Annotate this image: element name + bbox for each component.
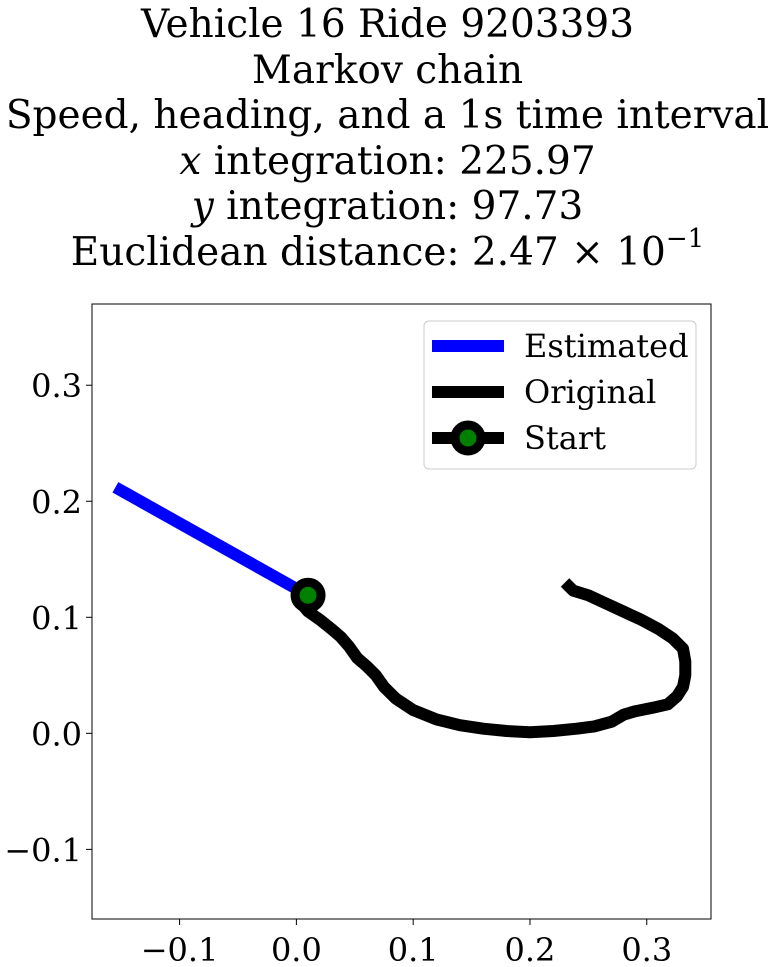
y-tick-label: 0.1 (31, 599, 82, 637)
legend-label-original: Original (524, 373, 656, 411)
legend-label-start: Start (524, 419, 606, 457)
title-line-x-integration: x integration: 225.97 (0, 139, 775, 185)
x-tick-label: 0.1 (388, 931, 439, 967)
y-tick-label: 0.2 (31, 483, 82, 521)
chart-title: Vehicle 16 Ride 9203393 Markov chain Spe… (0, 2, 775, 275)
x-tick-label: −0.1 (141, 931, 219, 967)
legend-label-estimated: Estimated (524, 327, 689, 365)
x-tick-label: 0.0 (271, 931, 322, 967)
title-line-method: Markov chain (251, 47, 524, 93)
start-point-marker (290, 577, 326, 613)
axis-ticks: −0.1 0.0 0.1 0.2 0.3 −0.1 0.0 0.1 0.2 0.3 (4, 367, 672, 967)
y-tick-label: −0.1 (4, 831, 82, 869)
title-line-y-integration: y integration: 97.73 (0, 184, 775, 230)
x-tick-label: 0.2 (505, 931, 556, 967)
x-variable: x (179, 138, 202, 184)
legend-marker-start (450, 420, 486, 456)
plot-frame (91, 303, 712, 920)
title-line-vehicle: Vehicle 16 Ride 9203393 (140, 2, 635, 47)
plot-data (112, 482, 692, 739)
series-line-estimated (112, 482, 312, 601)
y-variable: y (191, 184, 214, 229)
x-tick-label: 0.3 (621, 931, 672, 967)
distance-exponent: −1 (665, 223, 705, 254)
y-tick-label: 0.0 (31, 715, 82, 753)
legend: Estimated Original Start (423, 320, 697, 470)
y-integration-text: integration: 97.73 (213, 184, 584, 229)
y-tick-label: 0.3 (31, 367, 82, 405)
title-line-inputs: Speed, heading, and a 1s time interval (5, 93, 770, 138)
distance-text: Euclidean distance: 2.47 × 10 (70, 229, 666, 275)
title-line-distance: Euclidean distance: 2.47 × 10−1 (0, 226, 775, 276)
x-integration-text: integration: 225.97 (201, 138, 596, 184)
series-line-original (293, 578, 692, 739)
